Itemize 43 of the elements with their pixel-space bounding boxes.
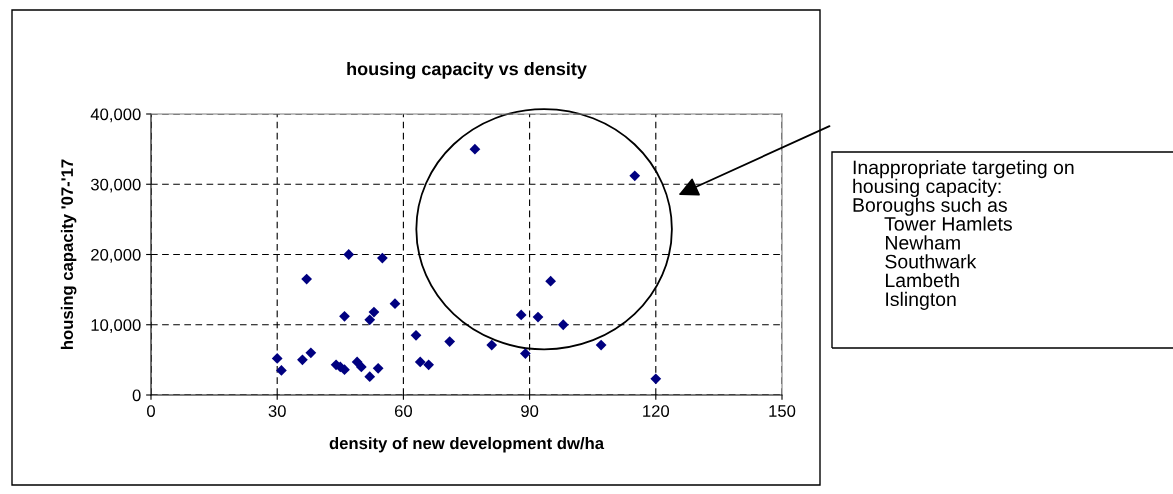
point (414, 356, 426, 368)
point (364, 371, 376, 383)
point (410, 329, 422, 341)
point (376, 252, 388, 264)
point (301, 273, 313, 285)
point (372, 362, 384, 374)
point (355, 361, 367, 373)
x-tick-label: 120 (643, 405, 670, 417)
x-tick-label: 30 (268, 405, 286, 417)
y-tick-label: 10,000 (91, 319, 141, 333)
x-tick-label: 90 (521, 405, 539, 417)
point (368, 306, 380, 318)
point (305, 347, 317, 359)
point (423, 359, 435, 371)
point (515, 309, 527, 321)
y-tick-label: 20,000 (91, 248, 141, 263)
point (545, 275, 557, 287)
point (444, 336, 456, 347)
x-tick-label: 0 (147, 405, 155, 417)
point (469, 143, 481, 155)
point (486, 339, 498, 351)
y-tick-label: 40,000 (90, 108, 141, 123)
point (271, 353, 283, 364)
point (595, 339, 607, 351)
point (650, 373, 662, 385)
point (557, 319, 569, 331)
y-tick-label: 30,000 (90, 178, 141, 193)
point (520, 348, 531, 359)
point (389, 298, 401, 310)
point (532, 311, 544, 323)
point (343, 249, 355, 260)
y-axis-title: housing capacity '07-'17 (60, 159, 77, 349)
text: Inappropriate targeting on housing capacity: Boroughs such as Tower Hamlets Newham Southwark Lambeth Islington (853, 160, 1074, 310)
point (297, 354, 308, 366)
point (364, 314, 376, 326)
x-tick-label: 150 (769, 405, 796, 417)
x-axis-title: density of new development dw/ha (329, 436, 605, 453)
y-tick-label: 0 (132, 389, 141, 402)
point (629, 170, 641, 182)
point (339, 310, 350, 322)
point (276, 365, 287, 376)
x-tick-label: 60 (394, 405, 413, 417)
chart-title: housing capacity vs density (347, 62, 587, 79)
